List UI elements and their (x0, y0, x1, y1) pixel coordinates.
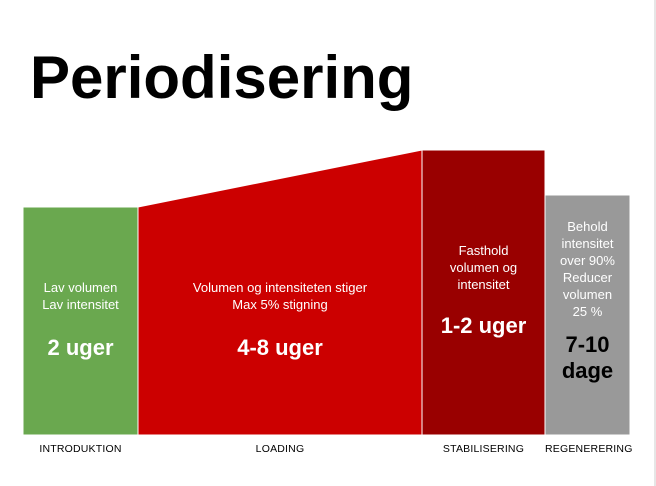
slide-edge (654, 0, 656, 486)
phase-desc-line: Lav intensitet (42, 297, 119, 312)
phase-label-loading: LOADING (255, 443, 305, 455)
phase-duration: dage (561, 358, 614, 383)
phase-desc-line: volumen og (449, 260, 518, 275)
phase-desc-line: Behold (567, 219, 608, 234)
phase-desc-line: over 90% (560, 253, 615, 268)
page-title: Periodisering (30, 44, 414, 111)
phase-desc-line: intensitet (561, 236, 614, 251)
phase-desc-line: intensitet (457, 277, 510, 292)
phase-text-regenerering: Behold intensitet over 90% Reducer volum… (545, 218, 630, 384)
phase-label-introduktion: INTRODUKTION (39, 443, 122, 455)
phase-duration: 1-2 uger (440, 313, 527, 338)
phase-desc-line: Volumen og intensiteten stiger (192, 280, 368, 295)
phase-text-loading: Volumen og intensiteten stiger Max 5% st… (138, 279, 422, 361)
phase-label-regenerering: REGENERERING (545, 443, 633, 455)
phase-text-introduktion: Lav volumen Lav intensitet 2 uger (23, 279, 138, 361)
phase-desc-line: volumen (562, 287, 613, 302)
phase-label-stabilisering: STABILISERING (442, 443, 525, 455)
phase-text-stabilisering: Fasthold volumen og intensitet 1-2 uger (422, 242, 545, 339)
phase-desc-line: 25 % (572, 304, 603, 319)
phase-desc-line: Fasthold (458, 243, 509, 258)
phase-duration: 2 uger (47, 335, 114, 360)
phase-shape-regenerering (544, 194, 631, 436)
phase-desc-line: Lav volumen (43, 280, 118, 295)
phase-desc-line: Max 5% stigning (232, 297, 328, 312)
phase-desc-line: Reducer (562, 270, 613, 285)
phase-duration: 4-8 uger (237, 335, 323, 360)
phase-duration: 7-10 (565, 332, 610, 357)
